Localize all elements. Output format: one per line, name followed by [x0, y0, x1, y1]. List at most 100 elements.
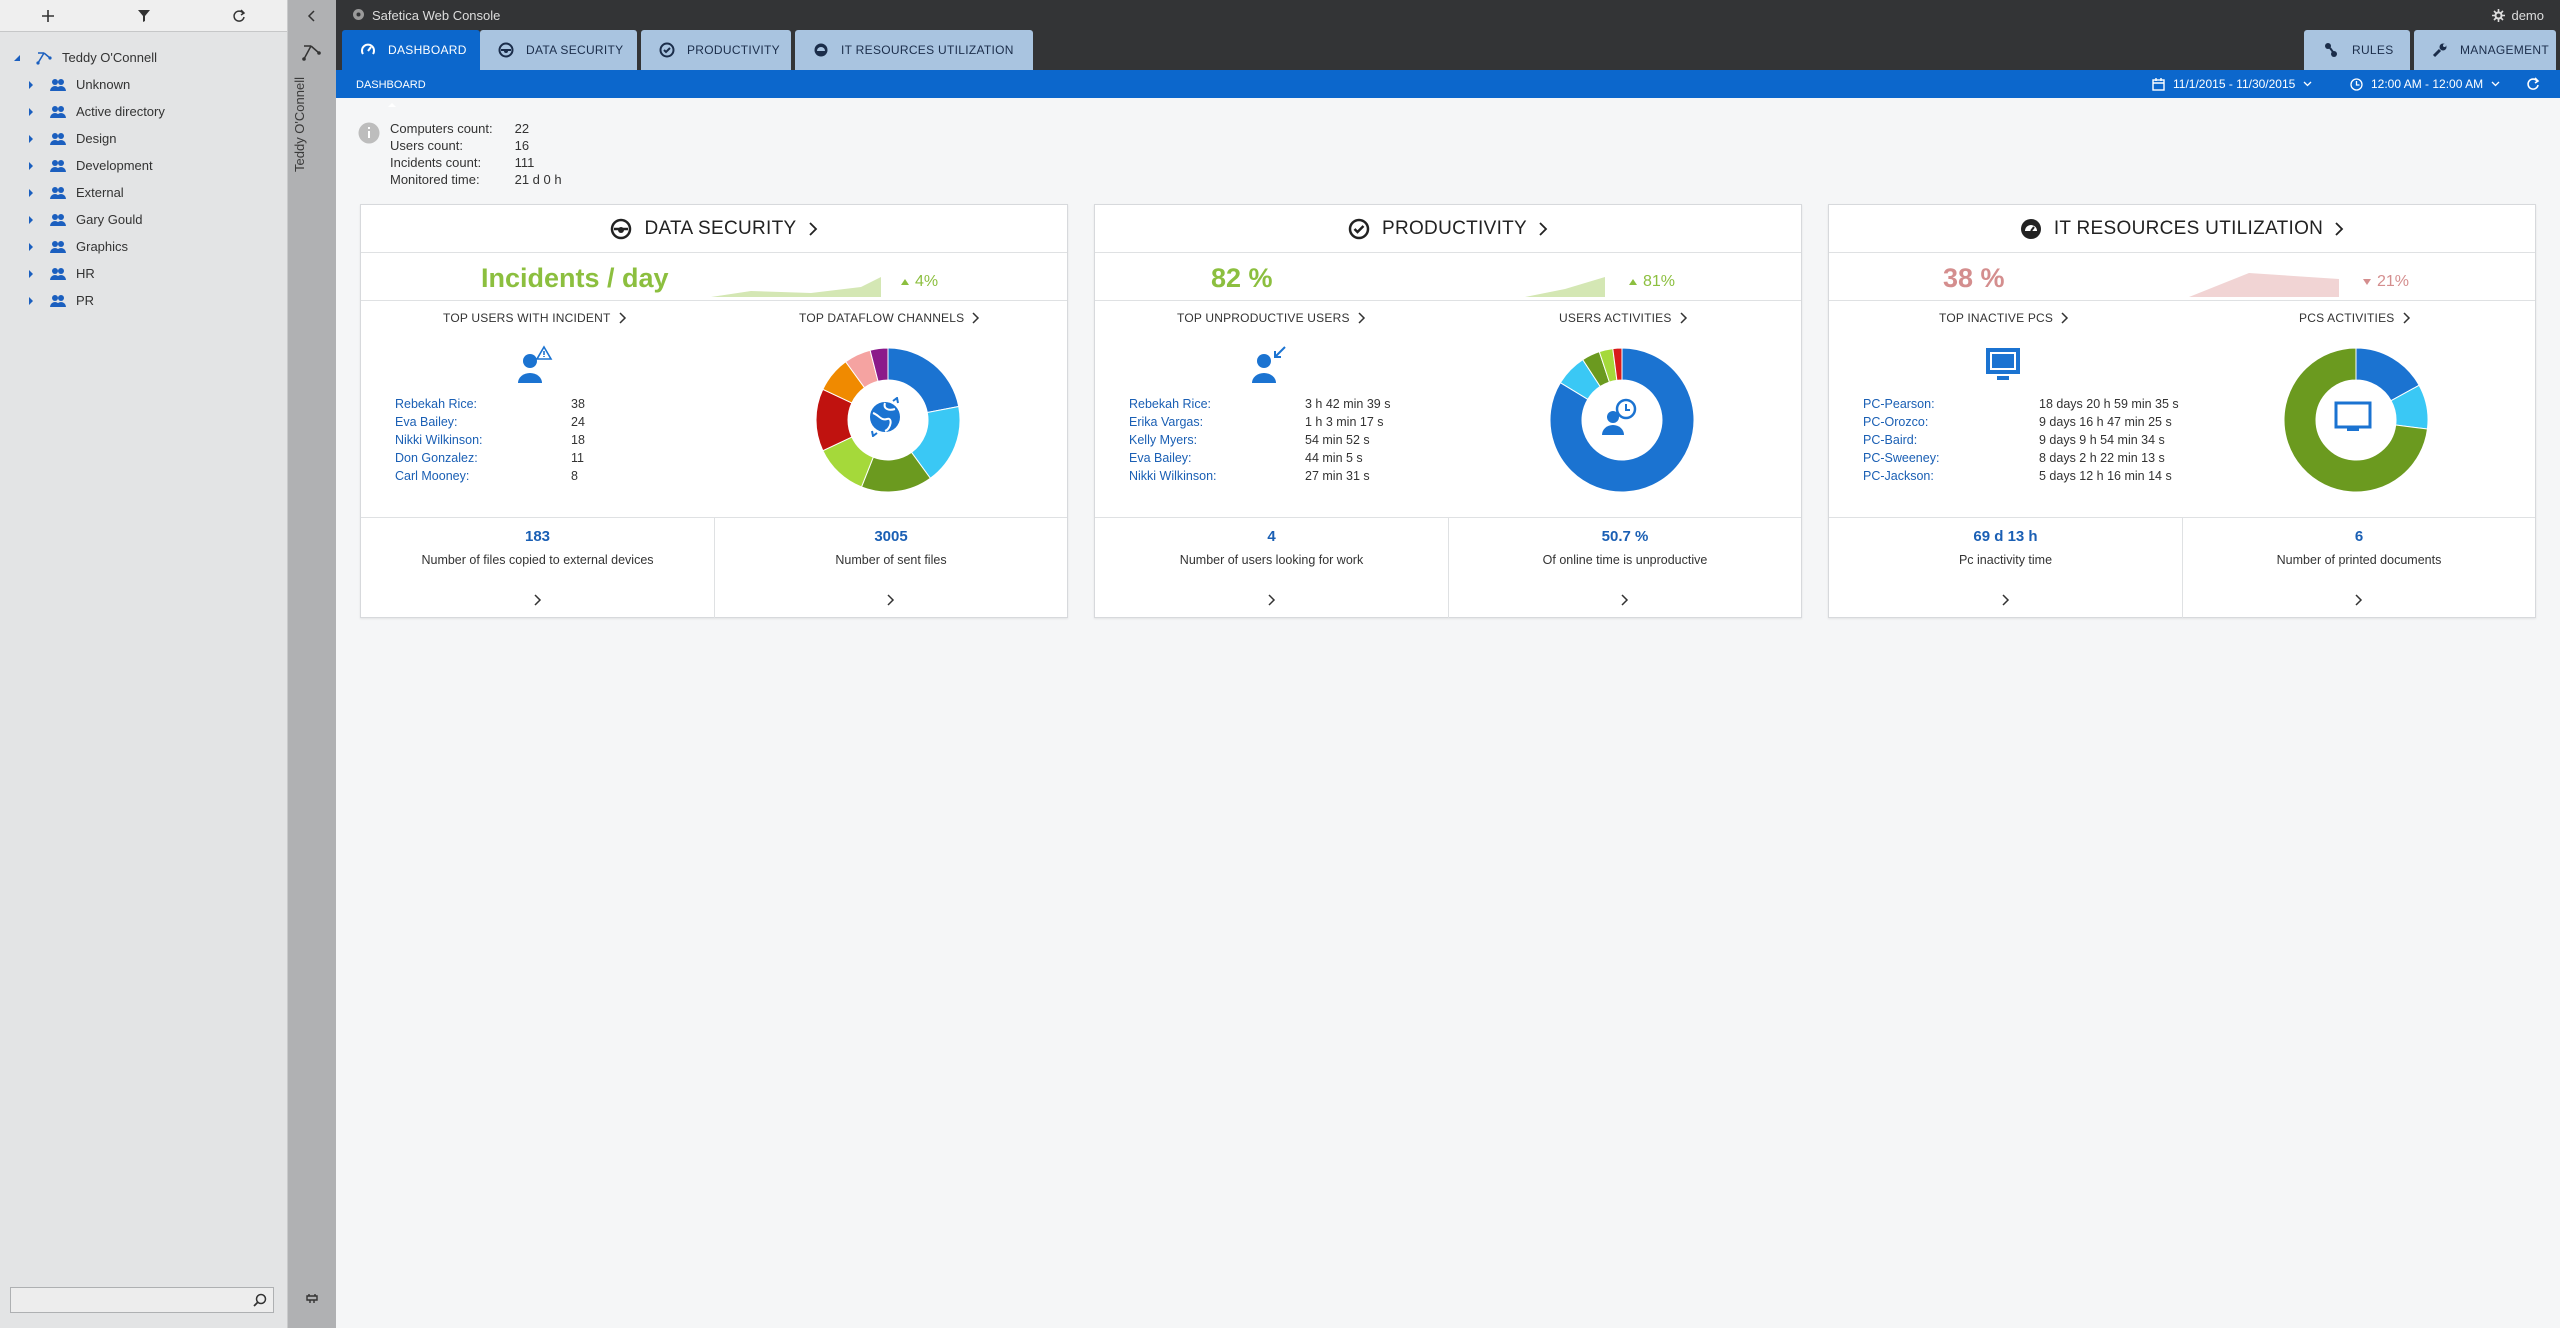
donut-segment[interactable] — [869, 347, 889, 382]
metric-detail-button[interactable] — [361, 594, 714, 606]
filter-button[interactable] — [96, 0, 192, 31]
donut-chart[interactable] — [815, 347, 961, 493]
right-section-header[interactable]: PCS ACTIVITIES — [2299, 311, 2411, 325]
info-icon — [358, 122, 380, 144]
card-header[interactable]: PRODUCTIVITY — [1095, 205, 1801, 253]
list-item-name[interactable]: Rebekah Rice: — [1129, 397, 1211, 411]
tree-root-icon — [302, 45, 321, 61]
list-item-name[interactable]: PC-Orozco: — [1863, 415, 1929, 429]
expand-arrow-icon[interactable] — [26, 134, 36, 144]
donut-segment[interactable] — [1612, 347, 1623, 381]
card-header[interactable]: DATA SECURITY — [361, 205, 1067, 253]
expand-arrow-icon[interactable] — [26, 242, 36, 252]
left-section-title: TOP INACTIVE PCS — [1939, 311, 2054, 325]
metric-detail-button[interactable] — [2183, 594, 2535, 606]
tree-item[interactable]: Gary Gould — [0, 206, 287, 233]
refresh-button[interactable] — [191, 0, 287, 31]
list-item-name[interactable]: Rebekah Rice: — [395, 397, 477, 411]
list-item-name[interactable]: Eva Bailey: — [395, 415, 458, 429]
left-section-header[interactable]: TOP UNPRODUCTIVE USERS — [1177, 311, 1366, 325]
metric-value: 4 — [1267, 528, 1276, 545]
tree-item[interactable]: Unknown — [0, 71, 287, 98]
footer-metric-right[interactable]: 6 Number of printed documents — [2182, 518, 2535, 618]
donut-segment[interactable] — [1549, 347, 1695, 493]
footer-metric-left[interactable]: 4 Number of users looking for work — [1095, 518, 1448, 618]
tree-item[interactable]: Design — [0, 125, 287, 152]
list-item-name[interactable]: Carl Mooney: — [395, 469, 470, 483]
tab-rules[interactable]: RULES — [2304, 30, 2410, 70]
metric-detail-button[interactable] — [1829, 594, 2182, 606]
card-kpi: 38 % 21% — [1829, 257, 2535, 299]
footer-metric-left[interactable]: 69 d 13 h Pc inactivity time — [1829, 518, 2182, 618]
add-button[interactable] — [0, 0, 96, 31]
expand-arrow-icon[interactable] — [26, 269, 36, 279]
list-item-name[interactable]: Erika Vargas: — [1129, 415, 1204, 429]
tab-label: DATA SECURITY — [526, 43, 624, 57]
list-item-name[interactable]: PC-Pearson: — [1863, 397, 1935, 411]
trend-up-icon — [901, 279, 909, 285]
tree-item[interactable]: External — [0, 179, 287, 206]
list-item-name[interactable]: Nikki Wilkinson: — [395, 433, 483, 447]
donut-chart[interactable] — [2283, 347, 2429, 493]
tab-label: RULES — [2352, 43, 2394, 57]
sidebar-search-input[interactable] — [10, 1287, 274, 1313]
divider — [1095, 300, 1801, 301]
card-title: PRODUCTIVITY — [1381, 217, 1528, 239]
expand-arrow-icon[interactable] — [26, 161, 36, 171]
time-range-picker[interactable]: 12:00 AM - 12:00 AM — [2350, 77, 2500, 91]
tab-data-security[interactable]: DATA SECURITY — [480, 30, 637, 70]
expand-arrow-icon[interactable] — [26, 296, 36, 306]
left-section-header[interactable]: TOP USERS WITH INCIDENT — [443, 311, 627, 325]
tree-root[interactable]: Teddy O'Connell — [0, 44, 287, 71]
footer-metric-right[interactable]: 50.7 % Of online time is unproductive — [1448, 518, 1801, 618]
card-header[interactable]: IT RESOURCES UTILIZATION — [1829, 205, 2535, 253]
expand-arrow-icon[interactable] — [26, 188, 36, 198]
list-item-name[interactable]: PC-Sweeney: — [1863, 451, 1940, 465]
expanded-arrow-icon[interactable] — [12, 53, 22, 63]
right-section-title: TOP DATAFLOW CHANNELS — [799, 311, 965, 325]
expand-arrow-icon[interactable] — [26, 215, 36, 225]
plug-icon[interactable] — [305, 1293, 319, 1305]
user-menu[interactable]: demo — [2492, 8, 2544, 23]
tab-dashboard[interactable]: DASHBOARD — [342, 30, 480, 70]
right-section-header[interactable]: USERS ACTIVITIES — [1559, 311, 1688, 325]
chevron-right-icon — [887, 594, 895, 606]
metric-detail-button[interactable] — [1095, 594, 1448, 606]
list-item-name[interactable]: PC-Baird: — [1863, 433, 1918, 447]
footer-metric-right[interactable]: 3005 Number of sent files — [714, 518, 1067, 618]
tree-item[interactable]: HR — [0, 260, 287, 287]
date-range-value: 11/1/2015 - 11/30/2015 — [2173, 77, 2296, 91]
metric-detail-button[interactable] — [1449, 594, 1801, 606]
list-item-value: 3 h 42 min 39 s — [1305, 397, 1391, 411]
footer-metric-left[interactable]: 183 Number of files copied to external de… — [361, 518, 714, 618]
list-item-name[interactable]: Nikki Wilkinson: — [1129, 469, 1217, 483]
tab-management[interactable]: MANAGEMENT — [2414, 30, 2556, 70]
wrench-icon — [2432, 43, 2447, 58]
list-item-name[interactable]: Kelly Myers: — [1129, 433, 1198, 447]
collapse-left-icon[interactable] — [306, 10, 318, 22]
chevron-right-icon — [533, 594, 541, 606]
refresh-icon[interactable] — [2526, 77, 2540, 91]
tree-item[interactable]: PR — [0, 287, 287, 314]
tree-item[interactable]: Development — [0, 152, 287, 179]
list-item-name[interactable]: PC-Jackson: — [1863, 469, 1934, 483]
user-group-icon — [50, 105, 66, 119]
tree-item-label: Development — [76, 158, 153, 173]
expand-arrow-icon[interactable] — [26, 107, 36, 117]
left-section-header[interactable]: TOP INACTIVE PCS — [1939, 311, 2069, 325]
expand-arrow-icon[interactable] — [26, 80, 36, 90]
stat-value: 16 — [514, 138, 530, 153]
breadcrumb[interactable]: DASHBOARD — [356, 79, 426, 107]
search-icon[interactable] — [253, 1293, 267, 1307]
tree-item[interactable]: Graphics — [0, 233, 287, 260]
list-item-name[interactable]: Eva Bailey: — [1129, 451, 1192, 465]
metric-detail-button[interactable] — [715, 594, 1067, 606]
donut-segment[interactable] — [2283, 347, 2428, 493]
right-section-header[interactable]: TOP DATAFLOW CHANNELS — [799, 311, 980, 325]
date-range-picker[interactable]: 11/1/2015 - 11/30/2015 — [2152, 77, 2312, 91]
list-item-name[interactable]: Don Gonzalez: — [395, 451, 478, 465]
tab-productivity[interactable]: PRODUCTIVITY — [641, 30, 791, 70]
tree-item[interactable]: Active directory — [0, 98, 287, 125]
tab-it-resources[interactable]: IT RESOURCES UTILIZATION — [795, 30, 1033, 70]
donut-chart[interactable] — [1549, 347, 1695, 493]
